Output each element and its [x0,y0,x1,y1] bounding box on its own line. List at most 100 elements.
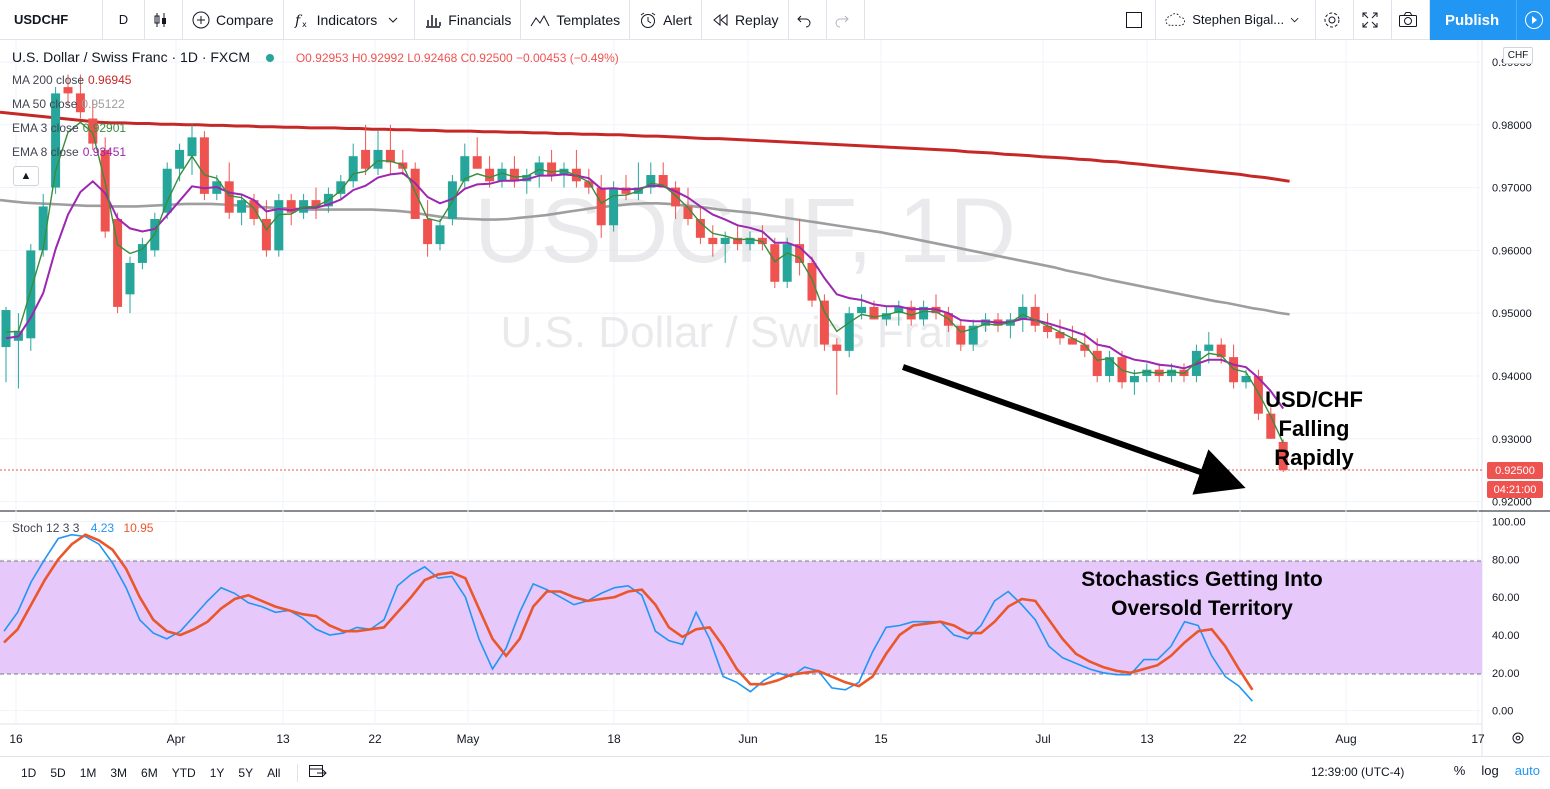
candle-body [187,137,197,157]
chart-style-button[interactable] [145,0,183,40]
bar-countdown-label: 04:21:00 [1487,481,1543,498]
range-all[interactable]: All [267,766,281,780]
candle-body [1142,369,1152,376]
candle-body [733,237,743,245]
price-pane[interactable] [0,74,1290,473]
financials-button[interactable]: Financials [415,0,522,40]
candle-body [38,206,48,251]
legend-ema3[interactable]: EMA 3 close 0.92901 [12,121,126,135]
replay-button[interactable]: Replay [702,0,789,40]
fullscreen-button[interactable] [1354,0,1392,40]
candle-body [782,244,792,282]
interval-selector[interactable]: D [103,0,145,40]
legend-collapse-button[interactable]: ▲ [13,166,39,186]
range-1y[interactable]: 1Y [209,766,225,780]
redo-icon [835,15,849,27]
candle-body [906,306,916,320]
clock[interactable]: 12:39:00 (UTC-4) [1311,765,1405,779]
candle-body [261,218,271,251]
axis-settings-button[interactable] [1512,732,1524,744]
time-tick-label: May [457,732,480,746]
undo-button[interactable] [789,0,827,40]
square-icon [1125,11,1142,28]
candle-body [547,162,557,176]
range-5d[interactable]: 5D [50,766,66,780]
camera-icon [1398,11,1417,27]
percent-scale-toggle[interactable]: % [1453,763,1466,778]
publish-label: Publish [1445,11,1500,29]
templates-button[interactable]: Templates [521,0,631,40]
ma50-line [0,198,1290,316]
candle-body [125,262,135,295]
legend-ema3-label: EMA 3 close [12,121,79,135]
candle-body [695,218,705,238]
legend-ma50-label: MA 50 close [12,97,78,111]
legend-ema8[interactable]: EMA 8 close 0.93451 [12,145,126,159]
stoch-legend[interactable]: Stoch 12 3 3 4.23 10.95 [12,521,153,535]
compare-button[interactable]: Compare [183,0,284,40]
candle-body [745,237,755,245]
candle-body [1018,306,1028,320]
financials-label: Financials [448,11,512,28]
settings-button[interactable] [1316,0,1354,40]
candle-body [199,137,209,194]
layout-button[interactable] [1118,0,1156,40]
stoch-d-line [3,533,1254,691]
legend-ma50[interactable]: MA 50 close 0.95122 [12,97,125,111]
candle-body [1204,344,1214,351]
watermark-symbol: USDCHF, 1D [474,180,1016,282]
publish-menu-button[interactable] [1516,0,1550,40]
goto-date-button[interactable] [308,763,328,784]
range-1m[interactable]: 1M [79,766,97,780]
annotation-line3[interactable]: Rapidly [1274,445,1354,470]
range-3m[interactable]: 3M [110,766,128,780]
candle-body [162,168,172,213]
candle-body [795,244,805,263]
candle-body [286,200,296,213]
main-legend[interactable]: U.S. Dollar / Swiss Franc · 1D · FXCM O0… [12,49,619,65]
trend-arrow[interactable] [902,364,1246,495]
symbol-search[interactable]: USDCHF [0,0,103,40]
annotation-line2[interactable]: Falling [1279,416,1350,441]
range-1d[interactable]: 1D [21,766,37,780]
price-axis[interactable]: 0.990000.980000.970000.960000.950000.940… [1492,57,1532,509]
range-5y[interactable]: 5Y [238,766,254,780]
range-ytd[interactable]: YTD [171,766,196,780]
snapshot-button[interactable] [1392,0,1430,40]
candle-body [1055,332,1065,339]
candle-body [919,306,929,320]
candle-body [336,181,346,194]
legend-ema3-value: 0.92901 [82,121,127,135]
auto-scale-toggle[interactable]: auto [1514,763,1540,778]
candles-icon [154,12,166,27]
stoch-annotation-line2[interactable]: Oversold Territory [1111,597,1293,620]
time-axis[interactable]: 16 Apr 13 22 May 18 Jun 15 Jul 13 22 Aug 17 [9,732,1485,746]
legend-ma200[interactable]: MA 200 close 0.96945 [12,73,131,87]
user-name: Stephen Bigal... [1192,12,1285,27]
gear-icon-hub [1515,735,1521,741]
candle-body [658,175,668,188]
time-tick-label: 22 [368,732,382,746]
redo-button[interactable] [827,0,865,40]
range-6m[interactable]: 6M [141,766,158,780]
candle-body [348,156,358,182]
chart-canvas[interactable]: USDCHF, 1D U.S. Dollar / Swiss Franc USD… [0,40,1550,756]
stoch-pane[interactable] [3,533,1254,702]
time-tick-label: 18 [607,732,621,746]
annotation-line1[interactable]: USD/CHF [1265,387,1363,412]
candle-body [1080,344,1090,351]
stoch-annotation-line1[interactable]: Stochastics Getting Into [1081,568,1323,591]
log-scale-toggle[interactable]: log [1481,763,1499,778]
currency-label[interactable]: CHF [1503,47,1533,64]
price-tick-label: 0.93000 [1492,434,1532,446]
stoch-axis[interactable]: 100.00 80.00 60.00 40.00 20.00 0.00 [1492,516,1526,717]
stoch-tick-label: 0.00 [1492,706,1513,718]
publish-button[interactable]: Publish [1430,0,1550,40]
toolbar-spacer [865,0,1118,40]
candle-body [88,118,98,144]
time-tick-label: 22 [1233,732,1247,746]
user-layout-menu[interactable]: Stephen Bigal... [1156,0,1316,40]
alert-button[interactable]: Alert [630,0,702,40]
